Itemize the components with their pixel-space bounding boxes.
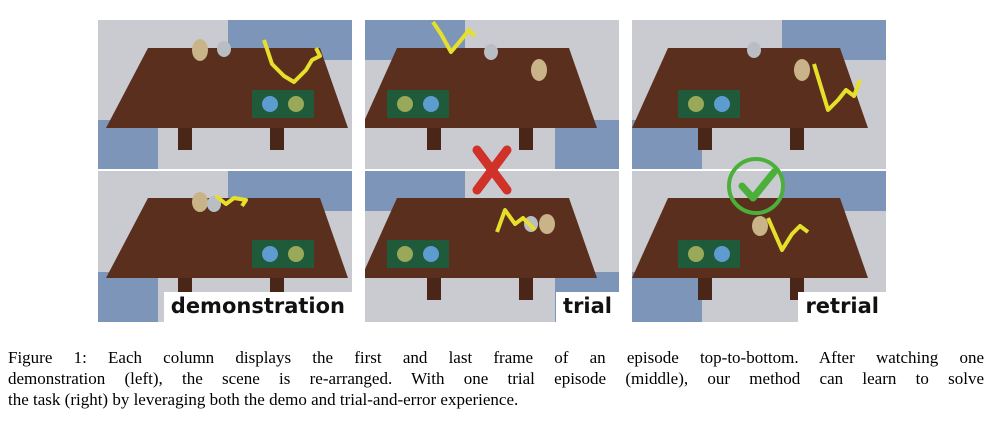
frame-top-demonstration	[98, 20, 352, 170]
panel-trial: trial	[365, 20, 619, 322]
caption-line-1: Each column displays the first and last …	[108, 348, 985, 367]
frame-bottom-trial	[365, 171, 619, 322]
check-mark-icon	[727, 157, 785, 215]
caption-line-2: demonstration (left), the scene is re-ar…	[8, 369, 984, 388]
caption-line-3: the task (right) by leveraging both the …	[8, 390, 519, 409]
panel-retrial: retrial	[632, 20, 886, 322]
cross-mark-icon	[472, 145, 512, 195]
frame-top-trial	[365, 20, 619, 170]
panel-label: demonstration	[163, 292, 352, 322]
caption-prefix: Figure 1:	[8, 348, 87, 367]
panel-demonstration: demonstration	[98, 20, 352, 322]
figure-1: demonstration	[98, 20, 894, 322]
frame-top-retrial	[632, 20, 886, 170]
panel-label: retrial	[798, 292, 886, 322]
panel-label: trial	[556, 292, 619, 322]
figure-caption: Figure 1: Each column displays the first…	[8, 347, 984, 410]
